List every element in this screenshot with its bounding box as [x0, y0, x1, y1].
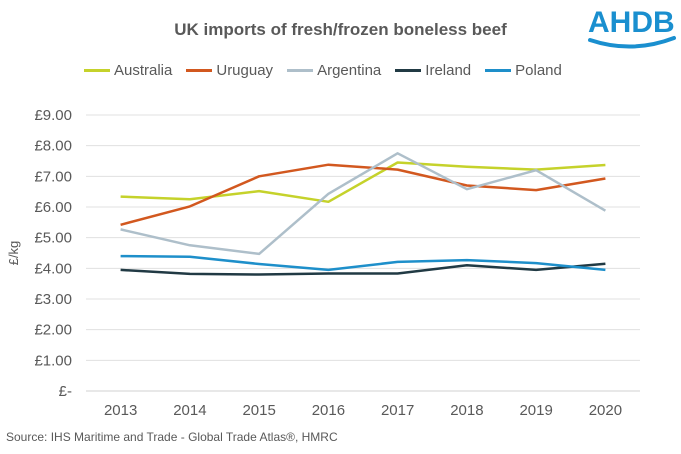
- y-tick-label: £6.00: [34, 199, 72, 216]
- x-tick-label: 2019: [519, 402, 552, 419]
- chart-legend: Australia Uruguay Argentina Ireland Poland: [84, 62, 576, 79]
- y-tick-label: £5.00: [34, 230, 72, 247]
- legend-swatch: [485, 69, 512, 72]
- y-tick-label: £7.00: [34, 168, 72, 185]
- svg-text:AHDB: AHDB: [588, 6, 675, 39]
- y-tick-label: £8.00: [34, 138, 72, 155]
- series-line-poland: [120, 254, 606, 272]
- x-tick-label: 2017: [381, 402, 414, 419]
- legend-item-uruguay: Uruguay: [186, 62, 273, 79]
- legend-item-ireland: Ireland: [395, 62, 471, 79]
- series-line-ireland: [120, 262, 606, 276]
- y-axis-label: £/kg: [6, 241, 21, 266]
- legend-swatch: [186, 69, 213, 72]
- legend-label: Australia: [114, 62, 173, 79]
- x-tick-label: 2018: [450, 402, 483, 419]
- ahdb-logo: AHDB: [588, 6, 676, 49]
- legend-swatch: [395, 69, 422, 72]
- y-tick-label: £2.00: [34, 322, 72, 339]
- legend-item-australia: Australia: [84, 62, 172, 79]
- x-tick-label: 2016: [312, 402, 345, 419]
- y-tick-label: £3.00: [34, 291, 72, 308]
- legend-swatch: [287, 69, 314, 72]
- legend-label: Poland: [515, 62, 562, 79]
- series-line-argentina: [120, 152, 607, 256]
- legend-label: Ireland: [425, 62, 472, 79]
- legend-item-argentina: Argentina: [287, 62, 381, 79]
- y-tick-label: £4.00: [34, 260, 72, 277]
- y-tick-label: £9.00: [34, 107, 72, 124]
- chart-title: UK imports of fresh/frozen boneless beef: [174, 20, 507, 39]
- y-tick-label: £1.00: [34, 352, 72, 369]
- x-tick-label: 2014: [173, 402, 206, 419]
- x-tick-label: 2015: [242, 402, 275, 419]
- x-tick-label: 2013: [104, 402, 137, 419]
- series-line-uruguay: [120, 163, 606, 227]
- legend-item-poland: Poland: [485, 62, 562, 79]
- x-tick-label: 2020: [589, 402, 622, 419]
- series-line-australia: [120, 161, 606, 204]
- legend-swatch: [84, 69, 110, 72]
- legend-label: Uruguay: [216, 62, 274, 79]
- source-note: Source: IHS Maritime and Trade - Global …: [6, 430, 338, 444]
- y-tick-label: £-: [59, 383, 72, 400]
- legend-label: Argentina: [317, 62, 382, 79]
